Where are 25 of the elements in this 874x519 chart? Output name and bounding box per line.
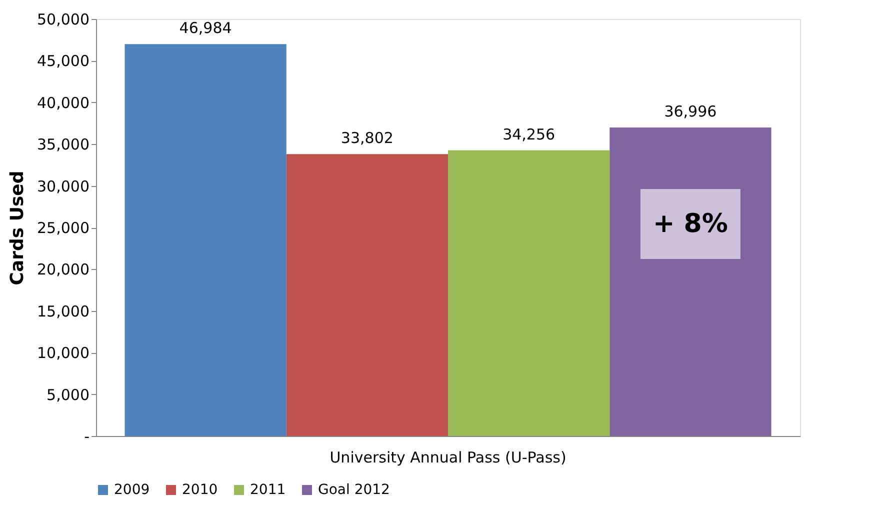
data-label: 46,984 — [179, 19, 232, 38]
data-label: 34,256 — [502, 125, 556, 144]
y-tick-label: 25,000 — [37, 219, 90, 237]
bar — [124, 44, 286, 436]
data-label: 33,802 — [340, 129, 394, 148]
bar — [286, 154, 448, 436]
y-tick-label: 10,000 — [37, 344, 90, 362]
x-tick-label: University Annual Pass (U-Pass) — [330, 448, 566, 466]
y-tick-label: 50,000 — [37, 10, 90, 28]
y-tick-label: 35,000 — [37, 136, 90, 154]
y-tick-label: 30,000 — [37, 177, 90, 196]
legend-label: 2011 — [250, 482, 286, 498]
y-tick-label: 20,000 — [37, 260, 90, 279]
y-tick-label: 5,000 — [46, 386, 90, 404]
legend-label: 2009 — [114, 482, 150, 498]
bar — [448, 150, 610, 436]
y-tick-label: - — [84, 428, 90, 446]
legend-label: Goal 2012 — [318, 482, 390, 498]
y-axis-title: Cards Used — [7, 170, 28, 286]
y-tick-label: 15,000 — [37, 302, 90, 320]
y-tick-label: 40,000 — [37, 94, 90, 112]
y-tick-label: 45,000 — [37, 52, 90, 70]
data-label: 36,996 — [664, 102, 717, 120]
legend-label: 2010 — [182, 482, 218, 498]
annotation: + 8% — [652, 209, 728, 239]
